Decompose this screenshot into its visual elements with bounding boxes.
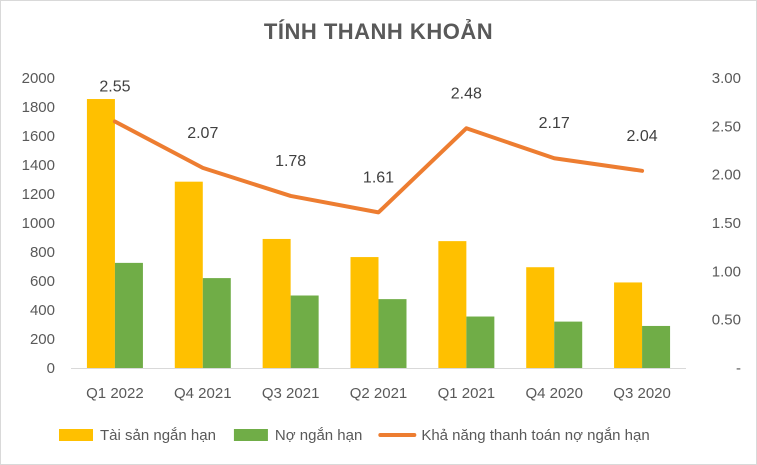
line-data-label: 2.17 [539,115,570,132]
x-axis-category-label: Q4 2020 [525,385,583,402]
x-axis-category-label: Q3 2020 [613,385,671,402]
left-axis-tick-label: 0 [47,360,55,377]
bar-no-ngan-han [554,321,583,368]
legend-label: Nợ ngắn hạn [275,427,362,444]
left-axis-tick-label: 1000 [22,215,55,232]
line-point [640,169,644,173]
line-data-label: 1.78 [275,153,306,170]
legend-label: Tài sản ngắn hạn [100,427,216,444]
legend-label: Khả năng thanh toán nợ ngắn hạn [421,427,649,444]
bar-no-ngan-han [202,278,231,368]
bar-no-ngan-han [378,299,407,368]
right-axis-tick-label: 2.50 [712,118,741,135]
line-point [377,210,380,214]
left-axis-tick-label: 400 [30,302,55,319]
right-axis-tick-label: 2.00 [712,167,741,184]
bar-tai-san-ngan-han [438,241,467,368]
right-axis-tick-label: 0.50 [712,312,741,329]
bar-no-ngan-han [466,316,495,368]
x-axis-category-label: Q1 2021 [438,385,496,402]
bar-no-ngan-han [114,262,143,368]
line-data-label: 1.61 [363,169,394,186]
line-data-label: 2.04 [627,128,658,145]
right-axis-tick-label: 3.00 [712,70,741,87]
line-point [464,126,468,130]
x-axis-category-label: Q1 2022 [86,385,144,402]
right-axis-tick-label: - [736,360,741,377]
x-axis-category-label: Q2 2021 [350,385,408,402]
line-data-label: 2.55 [99,79,130,96]
bar-tai-san-ngan-han [174,181,203,368]
bar-tai-san-ngan-han [262,238,291,368]
line-point [289,194,293,198]
left-axis-tick-label: 800 [30,244,55,261]
left-axis-tick-label: 2000 [22,70,55,87]
right-axis-tick-label: 1.50 [712,215,741,232]
bar-tai-san-ngan-han [86,99,115,369]
left-axis-tick-label: 1400 [22,157,55,174]
chart-title: TÍNH THANH KHOẢN [263,19,494,44]
bar-tai-san-ngan-han [526,267,555,368]
left-axis-tick-label: 600 [30,273,55,290]
line-point [552,156,556,160]
right-axis-tick-label: 1.00 [712,263,741,280]
left-axis-tick-label: 200 [30,331,55,348]
left-axis-tick-label: 1800 [22,99,55,116]
bar-no-ngan-han [642,325,671,368]
left-axis-tick-label: 1600 [22,128,55,145]
left-axis-tick-label: 1200 [22,186,55,203]
bar-no-ngan-han [290,295,319,368]
bar-tai-san-ngan-han [614,282,643,368]
bar-tai-san-ngan-han [350,257,379,368]
legend-swatch [233,429,268,441]
line-point [201,166,205,170]
legend-swatch [59,429,93,441]
line-point [113,120,117,123]
x-axis-category-label: Q4 2021 [174,385,232,402]
x-axis-category-label: Q3 2021 [262,385,320,402]
line-data-label: 2.07 [187,125,218,142]
line-data-label: 2.48 [451,85,482,102]
